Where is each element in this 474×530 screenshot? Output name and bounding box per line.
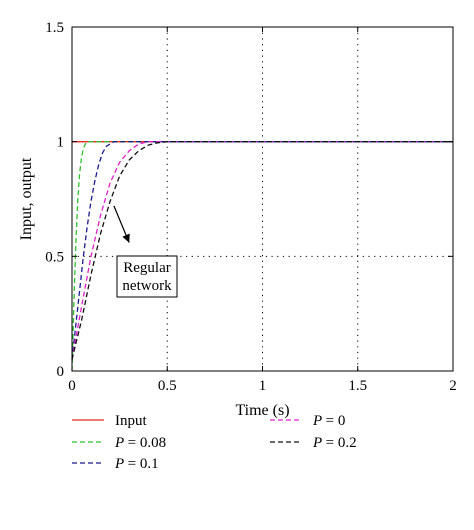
x-tick-label: 0 — [68, 378, 76, 394]
annotation-text: network — [122, 278, 172, 294]
annotation-arrow-head — [122, 233, 130, 243]
x-tick-label: 0.5 — [158, 378, 177, 394]
series-line-3 — [71, 141, 453, 360]
y-tick-label: 0.5 — [45, 249, 64, 265]
series-line-2 — [71, 141, 453, 360]
legend-label: = 0.2 — [326, 435, 357, 451]
legend-variable: P — [312, 413, 326, 429]
tick-layer: 0 0.5 1 1.5 2 0 0.5 1 1.5 — [45, 20, 457, 394]
legend-variable: P — [114, 435, 128, 451]
series-line-1 — [71, 141, 453, 372]
y-tick-label: 1 — [57, 135, 65, 151]
series-layer — [71, 141, 453, 372]
legend-entry-2: P = 0.1 — [114, 456, 159, 472]
annotation-box — [116, 255, 178, 298]
legend-variable: P — [114, 456, 128, 472]
y-tick-label: 1.5 — [45, 20, 64, 36]
x-tick-label: 2 — [449, 378, 457, 394]
legend-label: = 0.1 — [128, 456, 159, 472]
y-tick-label: 0 — [57, 364, 65, 380]
legend-entry-0: Input — [115, 413, 147, 429]
x-tick-label: 1.5 — [348, 378, 367, 394]
legend-label: = 0.08 — [128, 435, 166, 451]
legend-label: = 0 — [326, 413, 346, 429]
legend-label: Input — [115, 413, 147, 429]
annotation-text: Regular — [123, 260, 170, 276]
legend-entry-3: P = 0 — [312, 413, 345, 429]
legend-entry-4: P = 0.2 — [312, 435, 357, 451]
x-axis-label: Time (s) — [235, 402, 289, 419]
annotation-layer: Regular network — [113, 205, 178, 298]
series-line-4 — [71, 141, 453, 360]
grid-layer — [72, 27, 453, 371]
x-tick-label: 1 — [259, 378, 267, 394]
y-axis-label: Input, output — [18, 157, 35, 240]
legend-variable: P — [312, 435, 326, 451]
legend-entry-1: P = 0.08 — [114, 435, 166, 451]
